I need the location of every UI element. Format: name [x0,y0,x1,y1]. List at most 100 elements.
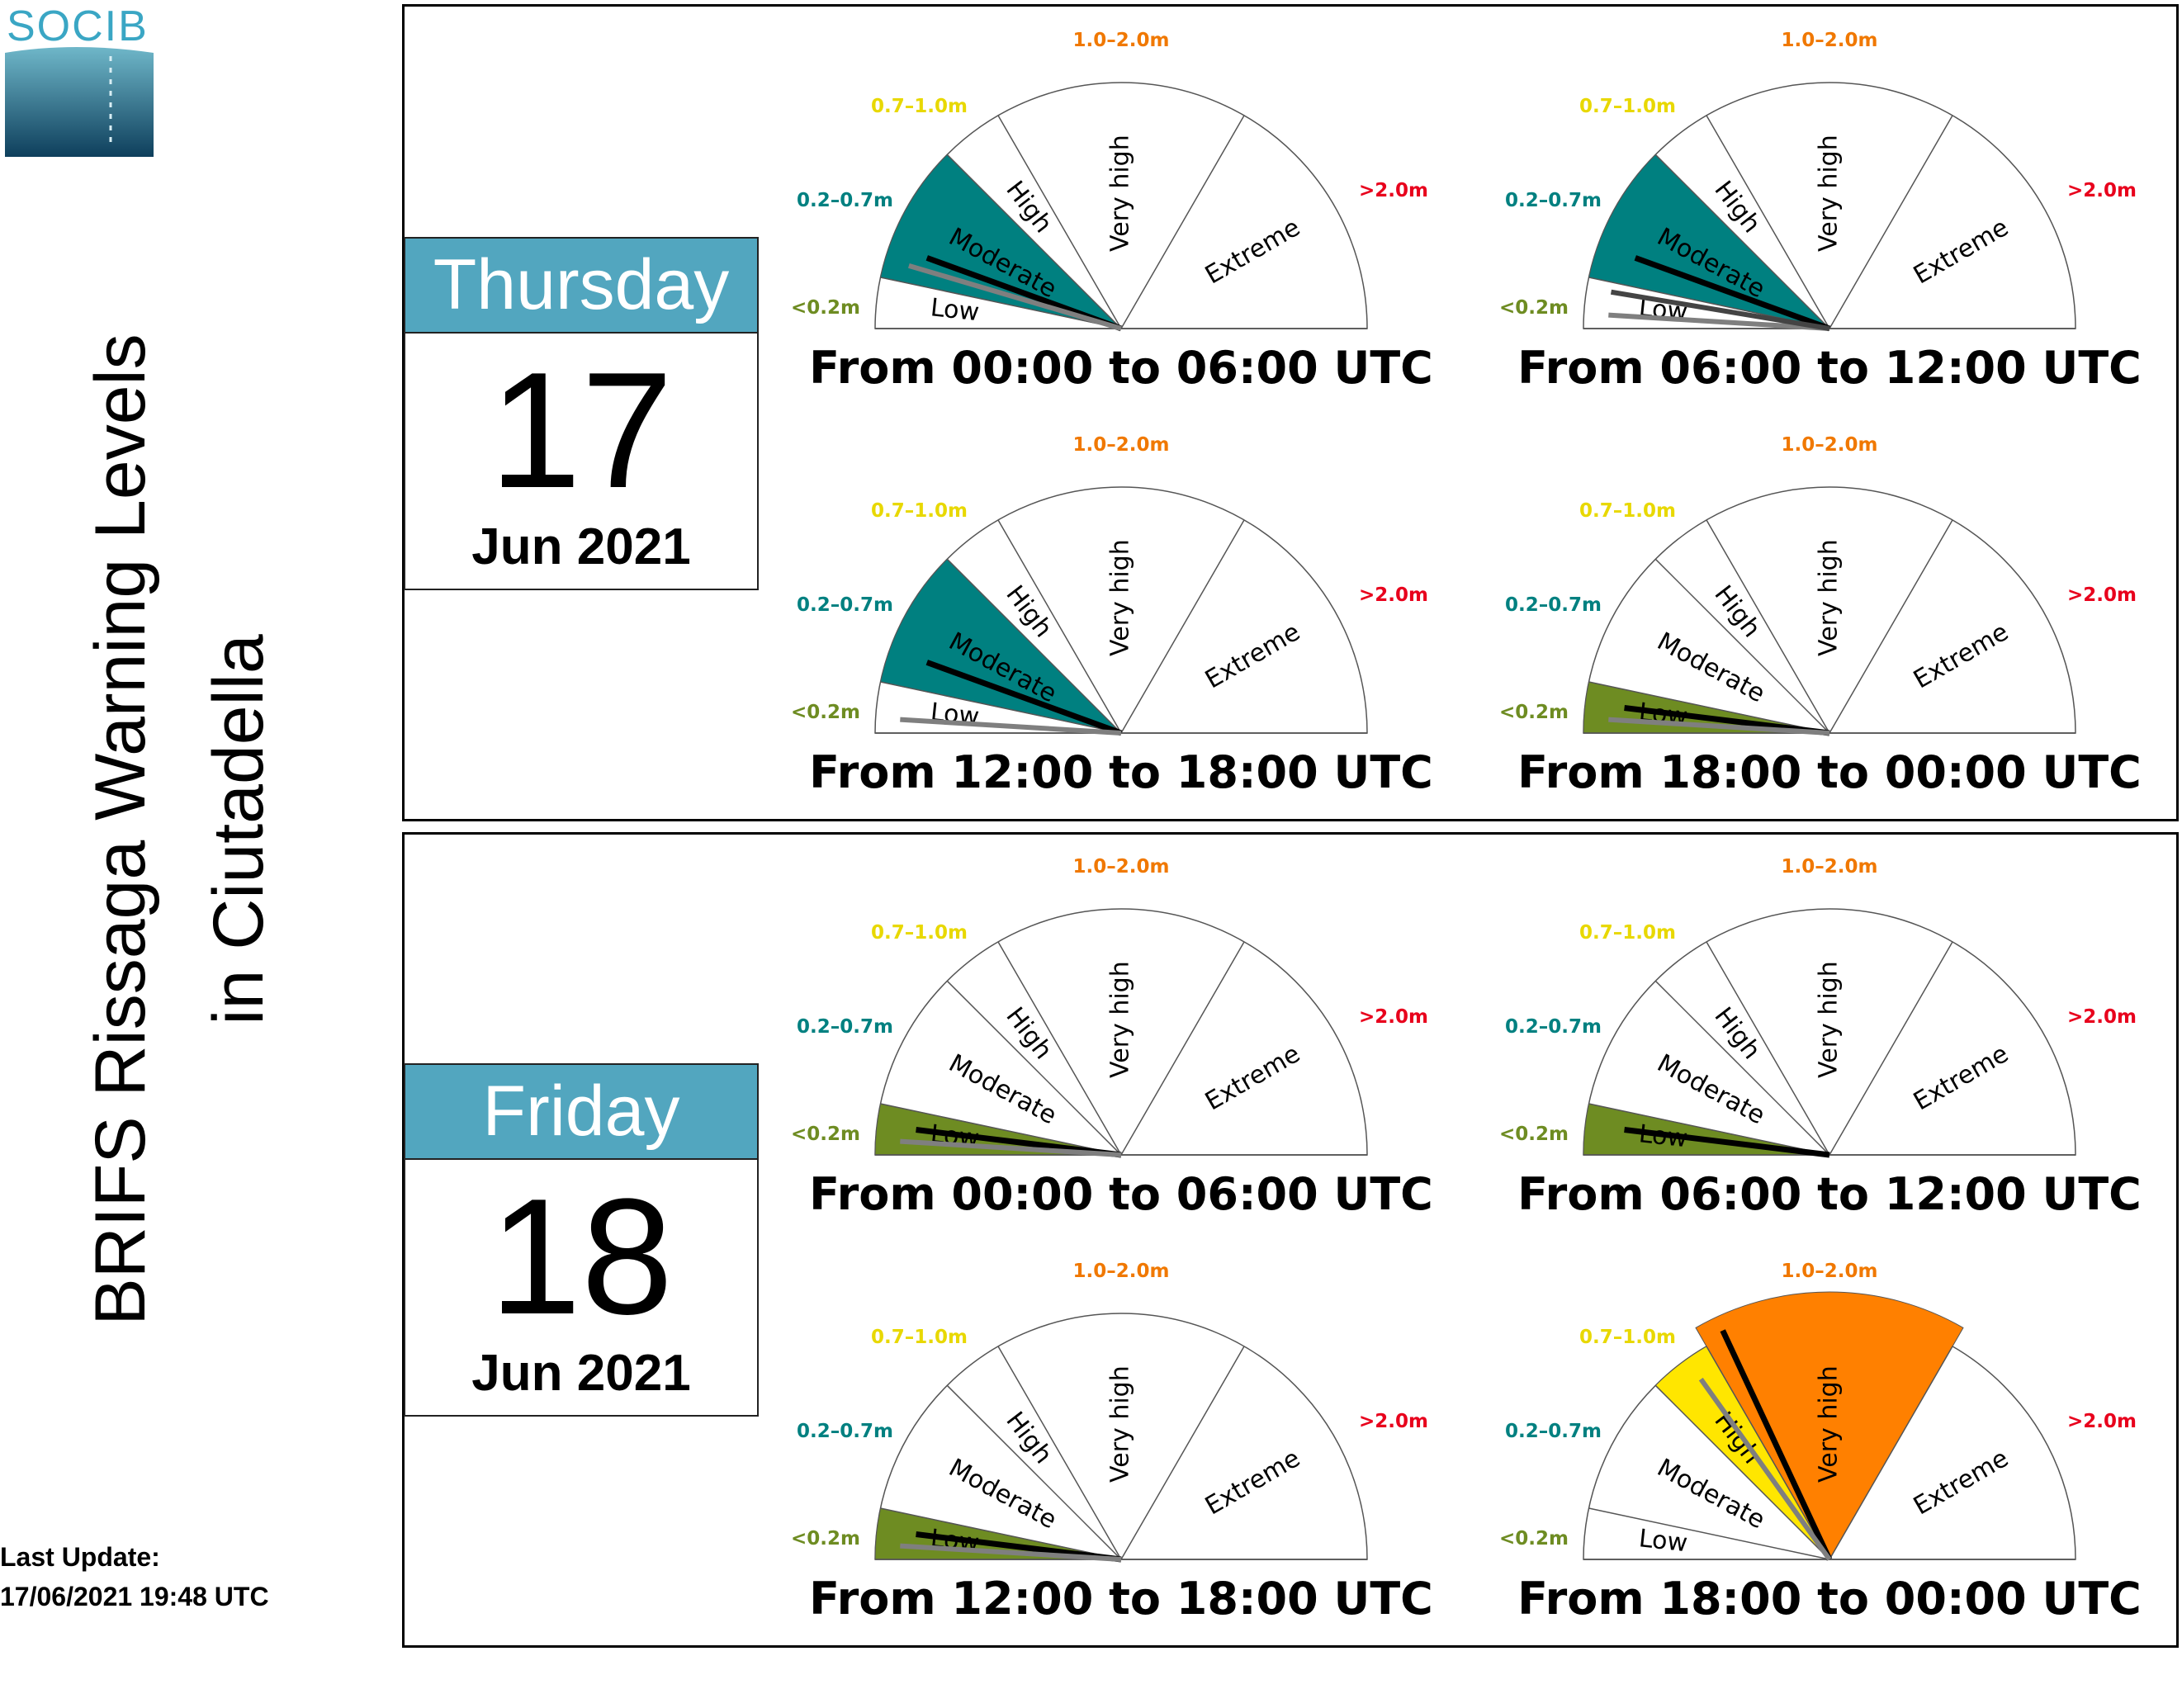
range-label: 0.2–0.7m [797,1016,893,1038]
gauge-dial [874,1313,1368,1560]
gauge-needle [900,717,1122,736]
range-label: 1.0–2.0m [1782,856,1878,878]
range-label: 0.2–0.7m [1505,190,1602,211]
range-label: >2.0m [2067,180,2137,201]
range-label: <0.2m [1499,1528,1569,1550]
gauge-needle [1698,1377,1832,1561]
level-label: Very high [1106,539,1135,656]
gauge-needle [1608,717,1830,736]
range-label: 0.2–0.7m [1505,594,1602,616]
level-label: Very high [1815,135,1844,252]
highlighted-sector [879,154,1123,329]
highlighted-sector [1588,154,1831,329]
weekday-label: Friday [405,1065,757,1160]
logo-graphic [5,47,154,157]
range-label: <0.2m [791,1528,860,1550]
range-label: 0.2–0.7m [797,1421,893,1442]
range-label: >2.0m [1359,180,1428,201]
range-label: 0.7–1.0m [871,500,968,522]
sector-divider [1654,1384,1830,1560]
sector-divider [1829,1346,1953,1560]
range-label: 1.0–2.0m [1073,434,1170,456]
sector-divider [1706,519,1830,734]
gauge-needle [925,660,1123,736]
level-label: Very high [1106,135,1135,252]
gauge-needle [900,1543,1122,1562]
range-label: >2.0m [1359,1411,1428,1432]
range-label: 1.0–2.0m [1782,1261,1878,1282]
gauge-needle [1634,255,1831,332]
highlighted-sector [1654,1346,1830,1560]
range-label: <0.2m [791,297,860,319]
sector-divider [880,1507,1122,1560]
sector-divider [1120,1346,1245,1560]
sector-divider [1588,1103,1830,1156]
sector-divider [946,1384,1122,1560]
range-label: <0.2m [1499,702,1569,723]
sector-divider [1706,941,1830,1156]
gauge-needle [1624,1127,1830,1158]
sector-divider [1654,558,1830,734]
day-number: 18 [489,1165,674,1349]
title-line2: in Ciutadella [199,634,272,1024]
range-label: <0.2m [791,702,860,723]
level-label: Low [929,293,980,327]
range-label: 0.7–1.0m [871,1327,968,1348]
day-card: Friday 18 Jun 2021 [404,1063,759,1417]
sector-divider [1706,1346,1830,1560]
range-label: 0.7–1.0m [871,922,968,944]
sector-divider [946,980,1122,1156]
level-label: Very high [1106,961,1135,1078]
range-label: 1.0–2.0m [1782,30,1878,51]
range-label: 0.7–1.0m [1579,500,1676,522]
range-label: >2.0m [1359,584,1428,606]
range-label: >2.0m [1359,1006,1428,1028]
sector-divider [880,681,1122,734]
sector-divider [997,519,1122,734]
range-label: 0.7–1.0m [1579,96,1676,117]
range-label: 1.0–2.0m [1073,30,1170,51]
range-label: >2.0m [2067,584,2137,606]
gauge-title: From 00:00 to 06:00 UTC [809,342,1433,394]
range-label: 0.2–0.7m [797,190,893,211]
sector-divider [946,558,1122,734]
sector-divider [1654,154,1830,329]
highlighted-sector [1695,1291,1964,1560]
gauge-title: From 00:00 to 06:00 UTC [809,1168,1433,1220]
level-label: Very high [1815,1365,1844,1483]
gauge-title: From 18:00 to 00:00 UTC [1517,1573,2142,1625]
gauge-title: From 12:00 to 18:00 UTC [809,1573,1433,1625]
month-year: Jun 2021 [471,518,691,575]
sector-divider [997,1346,1122,1560]
sector-divider [1120,519,1245,734]
gauge-dial [1583,908,2076,1156]
range-label: 1.0–2.0m [1073,856,1170,878]
level-label: Low [929,698,980,731]
gauge-needle [1610,289,1830,331]
range-label: >2.0m [2067,1411,2137,1432]
gauge-dial [1583,486,2076,734]
sector-divider [1120,115,1245,329]
sector-divider [880,1103,1122,1156]
range-label: 0.2–0.7m [797,594,893,616]
gauge-needle [900,1138,1122,1157]
gauge-title: From 06:00 to 12:00 UTC [1517,342,2142,394]
day-number: 17 [489,338,674,523]
sector-divider [1654,980,1830,1156]
title-line1: BRIFS Rissaga Warning Levels [81,334,160,1325]
gauge-title: From 12:00 to 18:00 UTC [809,746,1433,798]
range-label: 0.7–1.0m [871,96,968,117]
weekday-label: Thursday [405,239,757,334]
day-panel-friday [402,832,2179,1648]
level-label: Low [1637,1524,1688,1558]
sector-divider [1120,941,1245,1156]
sector-divider [997,941,1122,1156]
sector-divider [1588,1507,1830,1560]
